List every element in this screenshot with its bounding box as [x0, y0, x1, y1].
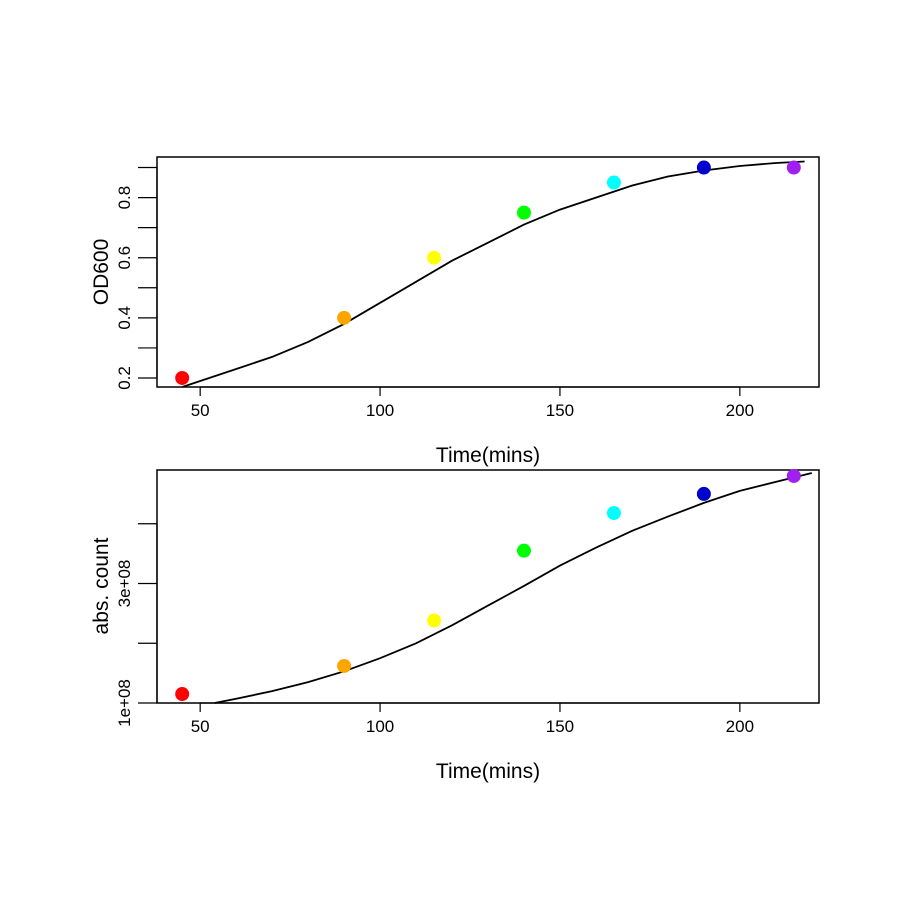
- panel-od600: 50 100 150 200 0.2 0.4 0.6 0.8 Time(mins) OD60…: [90, 156, 820, 467]
- fit-curve: [214, 472, 813, 704]
- data-point: [427, 613, 442, 628]
- y-tick-label: 0.8: [115, 186, 134, 210]
- data-point: [337, 658, 352, 673]
- x-tick-label: 100: [366, 401, 394, 420]
- data-point: [337, 310, 352, 325]
- data-point: [606, 506, 621, 521]
- y-tick-label: 1e+08: [115, 679, 134, 727]
- x-tick-label: 200: [726, 717, 754, 736]
- x-tick-label: 100: [366, 717, 394, 736]
- panel-abs-count: 50 100 150 200 1e+08 3e+08 Time(mins) abs. c…: [90, 468, 820, 783]
- x-tick-label: 150: [546, 401, 574, 420]
- y-axis-title: OD600: [90, 239, 113, 306]
- x-axis-title: Time(mins): [436, 444, 540, 467]
- x-axis-title: Time(mins): [436, 760, 540, 783]
- data-point: [696, 160, 711, 175]
- data-point: [427, 250, 442, 265]
- y-axis: 1e+08 3e+08: [115, 523, 158, 727]
- fit-curve: [181, 160, 805, 388]
- x-tick-label: 200: [726, 401, 754, 420]
- data-point: [516, 205, 531, 220]
- data-point: [175, 687, 190, 702]
- y-tick-label: 0.4: [115, 306, 134, 330]
- data-point: [175, 370, 190, 385]
- data-point: [516, 543, 531, 558]
- x-axis: 50 100 150 200: [191, 702, 754, 736]
- y-tick-label: 0.6: [115, 246, 134, 270]
- plot-frame: [156, 469, 820, 704]
- data-point: [786, 468, 801, 483]
- x-tick-label: 150: [546, 717, 574, 736]
- plot-frame: [156, 156, 820, 388]
- data-points: [175, 468, 801, 702]
- x-axis: 50 100 150 200: [191, 386, 754, 420]
- data-point: [786, 160, 801, 175]
- x-tick-label: 50: [191, 401, 210, 420]
- y-tick-label: 0.2: [115, 366, 134, 390]
- data-point: [696, 486, 711, 501]
- x-tick-label: 50: [191, 717, 210, 736]
- data-points: [175, 160, 801, 385]
- y-tick-label: 3e+08: [115, 560, 134, 608]
- y-axis-title: abs. count: [90, 537, 113, 634]
- data-point: [606, 175, 621, 190]
- y-axis: 0.2 0.4 0.6 0.8: [115, 166, 158, 390]
